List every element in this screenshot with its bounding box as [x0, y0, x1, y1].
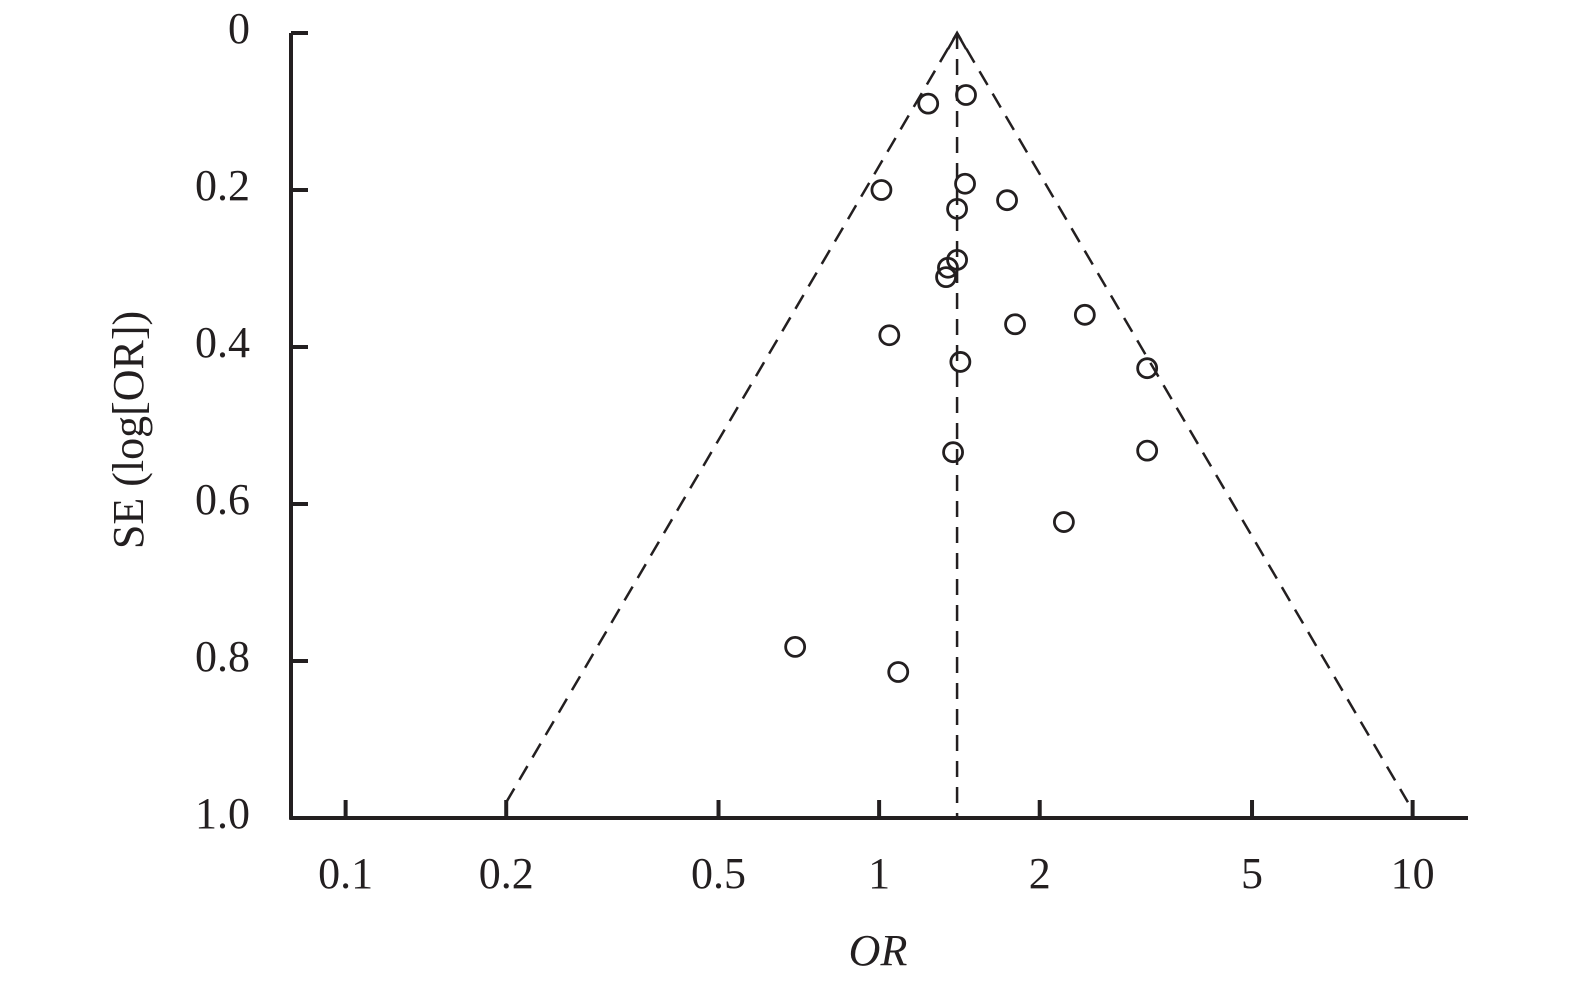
study-point — [955, 84, 977, 106]
study-point — [870, 179, 893, 201]
study-point — [784, 635, 807, 658]
y-tick-label: 0.8 — [195, 632, 250, 681]
arrow-head — [946, 30, 968, 50]
study-point — [1136, 357, 1159, 380]
x-tick-label: 0.1 — [318, 849, 373, 898]
study-point — [917, 92, 940, 115]
study-point — [937, 256, 959, 279]
study-point — [954, 172, 976, 195]
y-tick-label: 0.6 — [195, 475, 250, 524]
study-point — [1136, 439, 1159, 462]
x-tick-label: 0.2 — [479, 849, 534, 898]
y-tick-label: 0 — [228, 4, 250, 53]
x-tick-label: 1 — [868, 849, 890, 898]
x-tick-label: 10 — [1391, 849, 1435, 898]
study-point — [949, 351, 972, 373]
x-tick-label: 2 — [1029, 849, 1051, 898]
y-tick-label: 0.4 — [195, 318, 250, 367]
y-axis-label: SE (log[OR]) — [104, 311, 153, 549]
study-point — [1052, 511, 1075, 533]
study-point — [935, 266, 957, 289]
study-point — [1073, 303, 1096, 326]
y-tick-label: 1.0 — [195, 789, 250, 838]
x-tick-label: 5 — [1241, 849, 1263, 898]
y-tick-label: 0.2 — [195, 161, 250, 210]
x-axis-label: OR — [849, 926, 908, 975]
study-point — [1004, 313, 1026, 336]
study-point — [946, 197, 968, 220]
study-point — [996, 189, 1018, 212]
study-point — [887, 661, 910, 683]
study-point — [878, 324, 901, 347]
x-tick-label: 0.5 — [691, 849, 746, 898]
study-point — [942, 441, 964, 464]
